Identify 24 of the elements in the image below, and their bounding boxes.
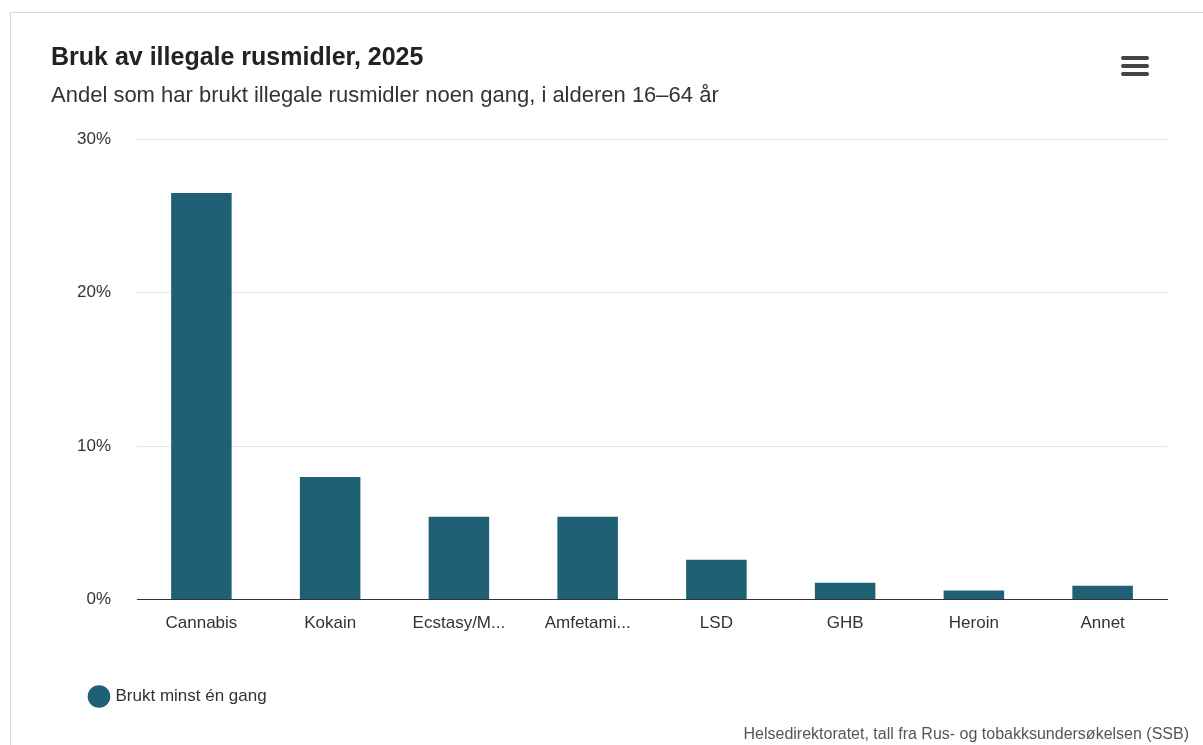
bar [171,193,232,600]
text: Helsedirektoratet, tall fra Rus- og tobakksundersøkelsen (SSB) [743,725,1189,743]
x-tick-label: Kokain [304,613,357,633]
y-tick-label: 10% [76,435,112,455]
chart-title: Bruk av illegale rusmidler, 2025 [51,41,424,70]
y-tick-label: 30% [76,129,112,149]
bar [814,582,876,600]
bar [1072,585,1133,600]
bar [686,559,747,600]
x-tick-label: Cannabis [165,613,238,633]
y-tick-label: 20% [76,282,112,302]
chart-subtitle: Andel som har brukt illegale rusmidler noen gang, i alderen 16–64 år [51,82,719,108]
bar [943,590,1005,600]
x-tick-label: Heroin [948,613,999,633]
bar [557,516,618,600]
x-tick-label: Annet [1080,613,1126,633]
x-tick-label: GHB [826,613,864,633]
x-tick-label: Amfetami... [544,613,631,633]
y-tick-label: 0% [86,589,112,609]
x-tick-label: LSD [699,613,733,633]
legend-label: Brukt minst én gang [115,686,267,706]
x-tick-label: Ecstasy/M... [412,613,506,633]
bar [428,516,490,600]
bar [299,476,361,600]
